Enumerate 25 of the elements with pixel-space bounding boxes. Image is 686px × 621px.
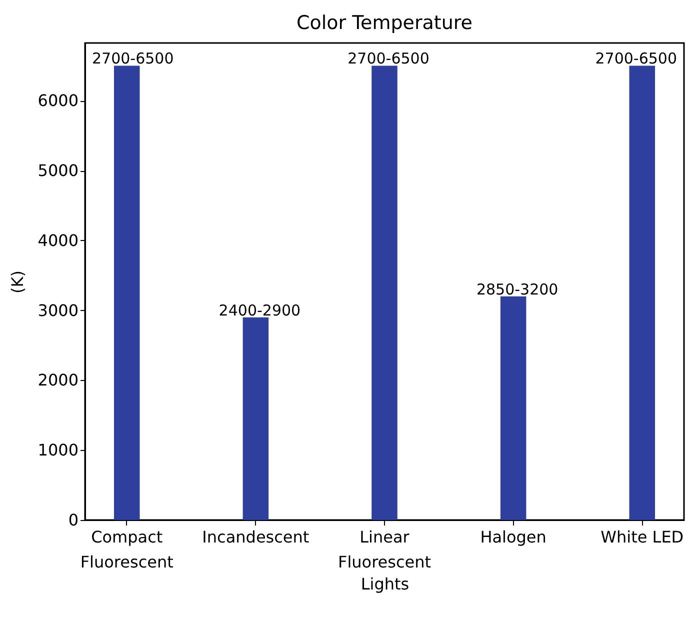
y-tick-label: 4000 — [38, 230, 78, 250]
bar — [629, 66, 656, 520]
x-tick-label: Linear Fluorescent — [338, 528, 432, 572]
x-tick-label: White LED — [600, 528, 684, 546]
y-tick-label: 5000 — [38, 161, 78, 180]
x-tick-label: Halogen — [480, 528, 546, 546]
x-axis-title: Lights — [360, 574, 410, 594]
data-label: 2400-2900 — [218, 301, 301, 320]
x-tick-label: Compact Fluorescent — [80, 528, 174, 572]
bar — [372, 66, 398, 520]
bar — [500, 296, 526, 520]
bar — [242, 317, 269, 520]
y-tick-label: 6000 — [38, 91, 78, 110]
x-tick-label: Incandescent — [202, 528, 310, 546]
data-label: 2850-3200 — [476, 280, 558, 298]
y-axis-title: (K) — [8, 270, 27, 294]
data-label: 2700-6500 — [92, 50, 174, 68]
y-tick-label: 2000 — [38, 370, 78, 390]
data-label: 2700-6500 — [348, 50, 430, 68]
y-tick-label: 3000 — [38, 300, 78, 320]
chart-title: Color Temperature — [296, 12, 473, 34]
y-tick-label: 0 — [68, 510, 78, 530]
y-tick-label: 1000 — [38, 440, 78, 460]
data-label: 2700-6500 — [595, 50, 678, 68]
bar — [114, 66, 140, 520]
